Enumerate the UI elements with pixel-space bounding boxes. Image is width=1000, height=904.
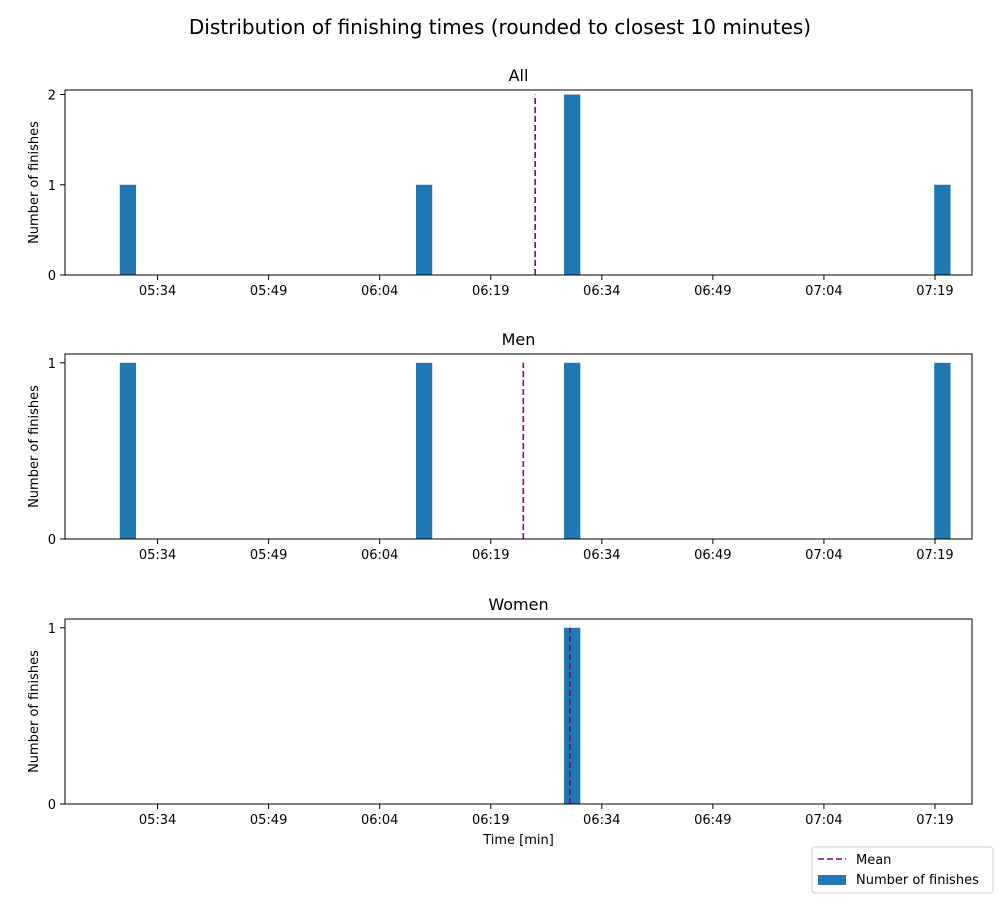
y-axis-label: Number of finishes: [27, 121, 42, 244]
panel-title: All: [509, 66, 529, 85]
x-tick-label: 07:04: [805, 813, 842, 828]
legend-box: [811, 846, 994, 894]
x-tick-label: 05:49: [250, 813, 287, 828]
x-tick-label: 06:34: [583, 813, 620, 828]
bar: [564, 362, 581, 539]
x-tick-label: 05:34: [139, 548, 176, 563]
y-tick-label: 1: [48, 357, 56, 372]
x-tick-label: 07:19: [916, 548, 953, 563]
bar: [934, 362, 951, 539]
legend-mean-label: Mean: [856, 853, 891, 868]
x-tick-label: 06:49: [694, 284, 731, 299]
y-axis-label: Number of finishes: [27, 650, 42, 773]
panel-title: Men: [502, 330, 536, 349]
bar: [564, 627, 581, 804]
x-tick-label: 05:49: [250, 548, 287, 563]
y-axis-label: Number of finishes: [27, 385, 42, 508]
bar: [415, 362, 433, 539]
y-tick-label: 1: [48, 622, 56, 637]
panels: All 05:34 05:49 06:04 06:19 06:34 06:49 07:04 07…: [27, 66, 973, 848]
x-tick-label: 07:04: [805, 284, 842, 299]
x-tick-label: 07:19: [916, 284, 953, 299]
y-tick-label: 1: [48, 179, 56, 194]
x-tick-label: 06:34: [583, 548, 620, 563]
x-tick-label: 06:04: [361, 284, 398, 299]
bar: [564, 94, 581, 275]
x-tick-label: 06:34: [583, 284, 620, 299]
chart-panel-1: All 05:34 05:49 06:04 06:19 06:34 06:49 07:04 07…: [27, 66, 973, 299]
bar: [415, 184, 433, 275]
x-tick-label: 05:49: [250, 284, 287, 299]
chart-panel-3: Women 05:34 05:49 06:04 06:19 06:34 06:49 07:04…: [27, 595, 973, 848]
legend-bars-label: Number of finishes: [856, 873, 979, 888]
x-tick-label: 06:19: [472, 548, 509, 563]
plot-frame: [64, 89, 973, 276]
bar: [934, 184, 951, 275]
x-tick-label: 07:19: [916, 813, 953, 828]
y-tick-label: 0: [48, 798, 56, 813]
x-tick-label: 05:34: [139, 813, 176, 828]
y-tick-label: 0: [48, 269, 56, 284]
bar: [119, 184, 137, 275]
x-axis-label: Time [min]: [482, 833, 554, 848]
figure-title: Distribution of finishing times (rounded…: [189, 15, 811, 39]
legend-bars-swatch: [818, 875, 846, 885]
x-tick-label: 07:04: [805, 548, 842, 563]
x-tick-label: 06:19: [472, 813, 509, 828]
y-tick-label: 2: [48, 89, 56, 104]
x-tick-label: 05:34: [139, 284, 176, 299]
panel-title: Women: [488, 595, 548, 614]
bar: [119, 362, 137, 539]
legend: Mean Number of finishes: [811, 846, 994, 894]
plot-frame: [64, 353, 973, 540]
x-tick-label: 06:49: [694, 548, 731, 563]
x-tick-label: 06:49: [694, 813, 731, 828]
y-tick-label: 0: [48, 533, 56, 548]
x-tick-label: 06:19: [472, 284, 509, 299]
x-tick-label: 06:04: [361, 813, 398, 828]
plot-frame: [64, 618, 973, 805]
chart-panel-2: Men 05:34 05:49 06:04 06:19 06:34 06:49 07:04 07…: [27, 330, 973, 563]
x-tick-label: 06:04: [361, 548, 398, 563]
